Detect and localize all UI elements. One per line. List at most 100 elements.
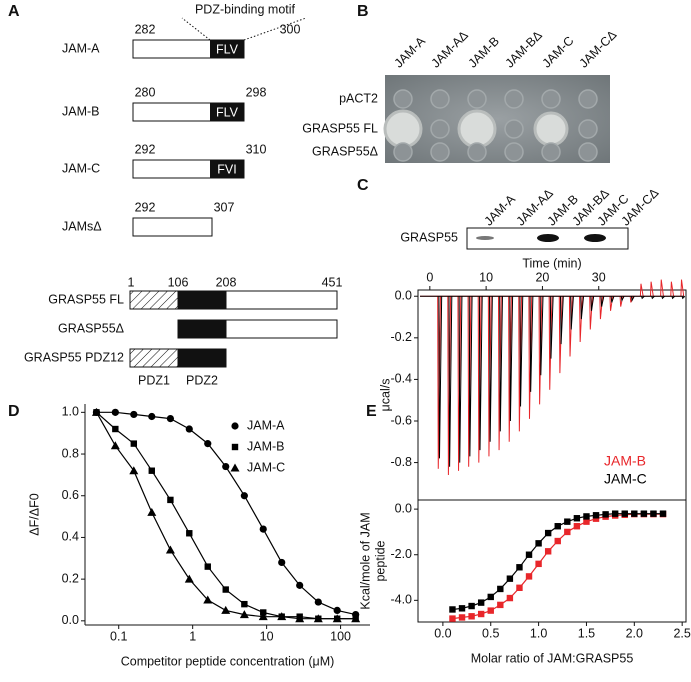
band <box>584 234 606 242</box>
colony <box>578 142 598 162</box>
marker <box>167 496 174 504</box>
marker <box>449 615 456 622</box>
marker <box>230 463 240 472</box>
colony <box>541 89 561 109</box>
x-tick-label: 0.0 <box>434 626 451 640</box>
marker <box>497 585 504 593</box>
construct-name: JAM-B <box>62 104 100 118</box>
panel-label: A <box>8 3 20 20</box>
injection-peak <box>548 296 553 390</box>
marker <box>458 605 466 612</box>
marker <box>449 606 456 613</box>
motif-pointer <box>181 17 211 41</box>
marker <box>621 510 628 517</box>
colony <box>504 89 524 109</box>
marker <box>185 425 193 433</box>
marker <box>231 422 239 430</box>
column-label: JAM-BΔ <box>503 28 545 70</box>
marker <box>631 510 638 517</box>
marker <box>592 512 600 519</box>
residue-end: 310 <box>246 142 267 156</box>
motif-box <box>210 103 244 121</box>
marker <box>573 523 581 530</box>
marker <box>239 610 249 619</box>
injection-peak <box>457 296 462 471</box>
row-label: GRASP55 FL <box>302 121 378 135</box>
motif: FLV <box>216 42 239 56</box>
injection-peak <box>559 296 564 345</box>
colony <box>430 142 450 162</box>
injection-peak <box>661 295 665 300</box>
pdz2-domain <box>177 290 227 310</box>
marker <box>544 529 552 537</box>
marker <box>222 462 230 471</box>
yeast-plate <box>385 75 610 163</box>
residue-start: 292 <box>135 200 156 214</box>
legend-label: JAM-A <box>247 418 285 432</box>
motif-box <box>210 160 244 178</box>
construct-name: JAMsΔ <box>62 219 102 233</box>
marker <box>277 612 287 621</box>
marker <box>222 586 229 593</box>
injection-peak <box>660 279 664 297</box>
colony <box>533 111 569 147</box>
construct-box <box>132 217 213 237</box>
colony <box>467 89 487 109</box>
marker <box>487 607 494 614</box>
band <box>537 234 559 242</box>
colony <box>430 89 450 109</box>
marker <box>477 599 485 606</box>
c-terminal-region <box>225 290 338 310</box>
x-tick-label: 1.5 <box>578 626 595 640</box>
x-tick-label: 10 <box>260 629 274 643</box>
marker <box>659 510 667 517</box>
injection-peak <box>651 295 655 300</box>
marker <box>112 425 119 433</box>
y-tick-label: 0.0 <box>395 289 412 303</box>
injection-peak <box>549 296 554 359</box>
plot-frame <box>417 499 687 623</box>
injection-peak <box>478 296 483 451</box>
injection-peak <box>671 295 676 300</box>
marker <box>147 507 157 516</box>
injection-peak <box>489 296 493 442</box>
x-tick-label: 30 <box>592 270 606 284</box>
marker <box>91 407 101 416</box>
marker <box>313 614 323 623</box>
colony <box>393 89 413 109</box>
y-tick-label: -4.0 <box>390 593 412 607</box>
marker <box>468 613 475 620</box>
marker <box>487 593 494 601</box>
y-tick-label: 0.0 <box>62 613 79 627</box>
residue-position: 208 <box>216 275 237 289</box>
y-axis-label: μcal/s <box>378 379 392 412</box>
marker <box>477 610 485 618</box>
injection-peak <box>570 296 574 330</box>
y-tick-label: -2.0 <box>390 547 412 561</box>
y-tick-label: -0.8 <box>390 455 412 469</box>
marker <box>241 600 248 608</box>
marker <box>186 530 193 537</box>
marker <box>525 573 533 580</box>
c-terminal-region <box>225 319 338 339</box>
colony <box>541 142 561 162</box>
column-label: JAM-A <box>482 192 519 229</box>
construct-name: JAM-A <box>62 41 100 55</box>
x-tick-label: 100 <box>330 629 351 643</box>
construct-name: GRASP55Δ <box>58 321 124 335</box>
marker <box>203 595 213 604</box>
motif: FVI <box>217 162 236 176</box>
pdz2-domain <box>177 319 227 339</box>
marker <box>184 574 194 583</box>
column-label: JAM-CΔ <box>577 28 620 71</box>
marker <box>351 614 361 623</box>
residue-position: 106 <box>168 275 189 289</box>
marker <box>554 523 561 530</box>
marker <box>111 408 119 416</box>
injection-peak <box>620 296 625 302</box>
marker <box>525 551 533 558</box>
residue-start: 280 <box>135 85 156 99</box>
x-tick-label: 0.5 <box>482 626 499 640</box>
column-label: JAM-A <box>392 34 429 71</box>
marker <box>148 412 156 421</box>
